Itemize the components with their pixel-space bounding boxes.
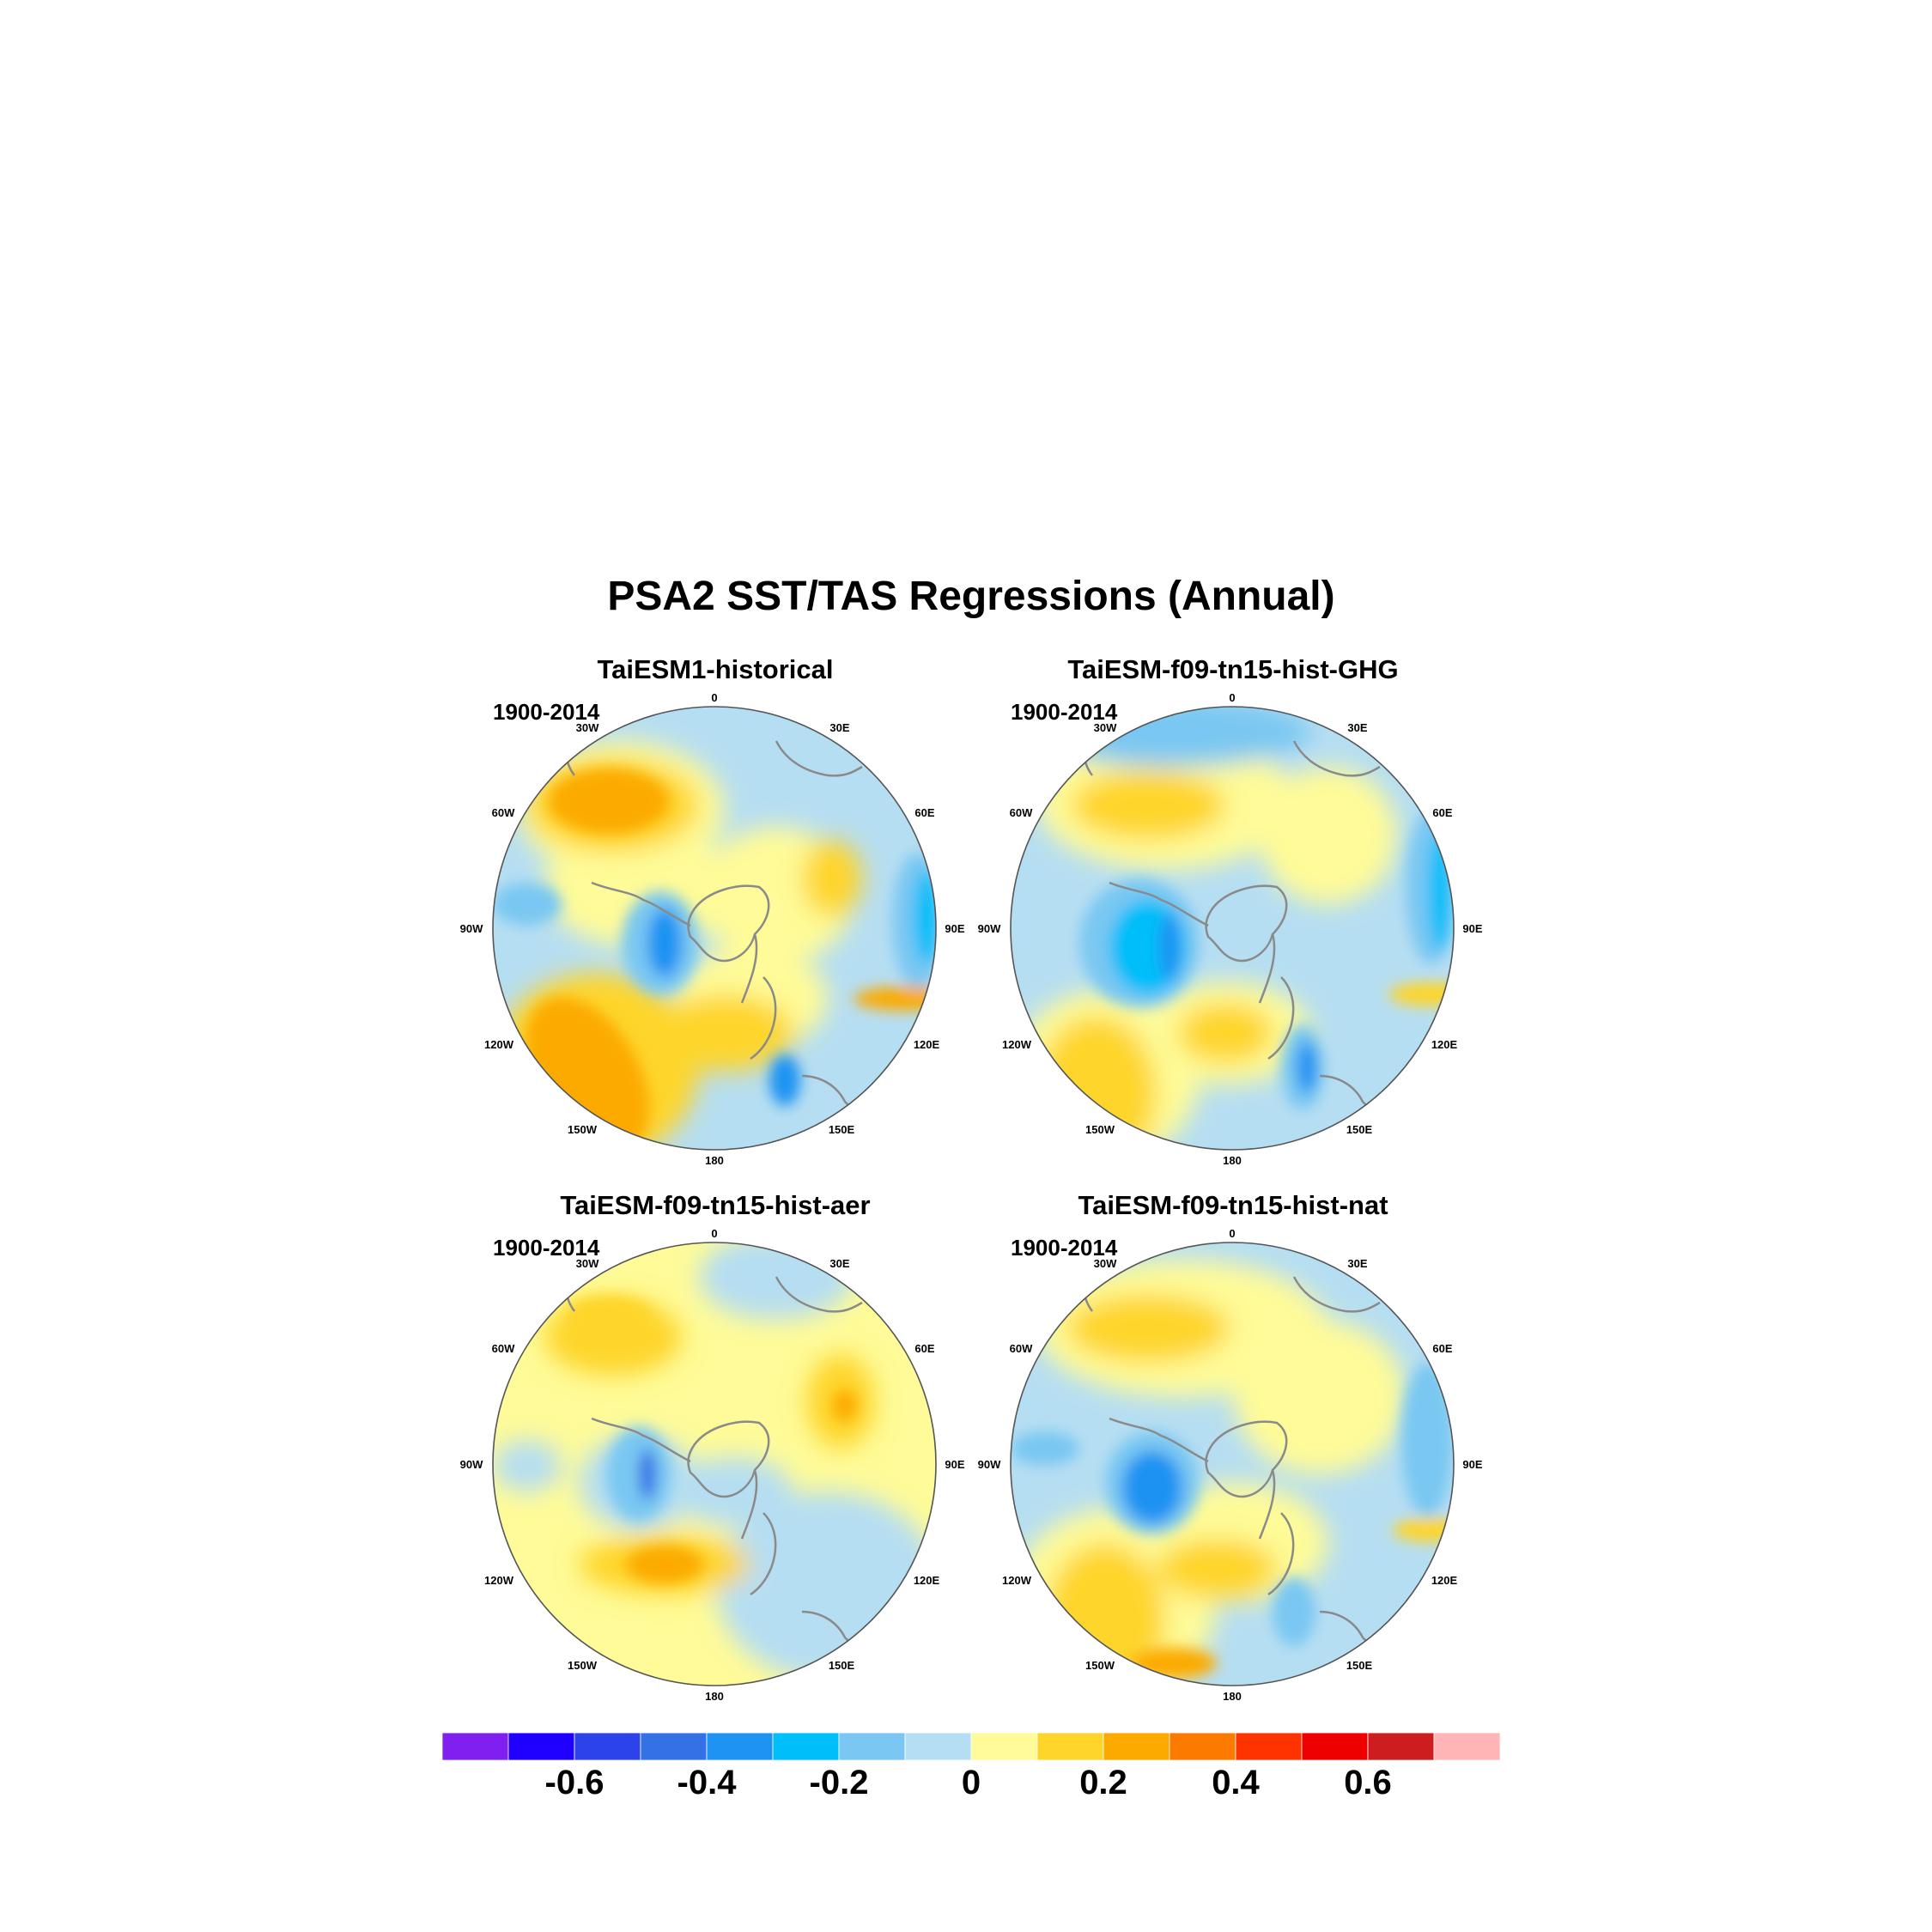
svg-text:150E: 150E [829, 1659, 855, 1672]
svg-text:60E: 60E [914, 1342, 934, 1355]
svg-text:90E: 90E [945, 922, 964, 935]
svg-text:0: 0 [1229, 1227, 1235, 1240]
colorbar-swatch [1433, 1732, 1501, 1761]
longitude-labels: 0 30E 60E 90E 120E 150E 180 150W 120W 90… [978, 691, 1483, 1167]
svg-text:30W: 30W [1094, 721, 1117, 734]
svg-text:0: 0 [711, 1227, 717, 1240]
svg-text:150W: 150W [568, 1123, 598, 1136]
svg-text:120E: 120E [914, 1574, 940, 1587]
svg-text:90E: 90E [1462, 1458, 1482, 1471]
svg-text:120W: 120W [1002, 1038, 1032, 1051]
svg-text:180: 180 [705, 1154, 724, 1167]
coastline [565, 1267, 872, 1661]
colorbar-swatch [772, 1732, 840, 1761]
svg-text:0: 0 [1229, 691, 1235, 704]
panel-title: TaiESM-f09-tn15-hist-aer [560, 1190, 870, 1220]
longitude-labels: 0 30E 60E 90E 120E 150E 180 150W 120W 90… [460, 691, 965, 1167]
colorbar-swatch [441, 1732, 509, 1761]
svg-text:30W: 30W [576, 1257, 599, 1270]
svg-text:60W: 60W [492, 1342, 515, 1355]
colorbar-tick-label: 0.4 [1212, 1764, 1260, 1801]
svg-text:150W: 150W [1085, 1659, 1115, 1672]
panel-period: 1900-2014 [1011, 699, 1118, 725]
polar-map [1010, 1242, 1455, 1686]
svg-text:60E: 60E [914, 806, 934, 819]
colorbar-swatch [1103, 1732, 1170, 1761]
svg-text:60W: 60W [492, 806, 515, 819]
svg-text:30W: 30W [576, 721, 599, 734]
colorbar-swatch [706, 1732, 774, 1761]
svg-text:180: 180 [1223, 1690, 1242, 1703]
colorbar-tick-label: -0.2 [810, 1764, 869, 1801]
svg-text:180: 180 [705, 1690, 724, 1703]
svg-text:150E: 150E [829, 1123, 855, 1136]
svg-text:120W: 120W [484, 1038, 514, 1051]
svg-text:150E: 150E [1346, 1659, 1373, 1672]
colorbar-tick-label: 0 [962, 1764, 981, 1801]
polar-map [1010, 706, 1455, 1151]
colorbar-swatch [507, 1732, 575, 1761]
svg-text:60E: 60E [1432, 1342, 1452, 1355]
colorbar-swatch [1036, 1732, 1104, 1761]
svg-text:120E: 120E [1431, 1574, 1458, 1587]
svg-text:120E: 120E [1431, 1038, 1458, 1051]
svg-text:150W: 150W [568, 1659, 598, 1672]
colorbar-swatch [1169, 1732, 1236, 1761]
panel-title: TaiESM1-historical [597, 654, 833, 684]
coastline [1083, 731, 1389, 1125]
panel-taiesm1-historical: TaiESM1-historical 1900-2014 [460, 654, 965, 1167]
colorbar-swatch [574, 1732, 641, 1761]
panel-period: 1900-2014 [493, 1235, 600, 1261]
figure-title: PSA2 SST/TAS Regressions (Annual) [607, 574, 1334, 619]
svg-text:90W: 90W [978, 1458, 1001, 1471]
svg-text:30E: 30E [829, 721, 849, 734]
svg-text:90E: 90E [1462, 922, 1482, 935]
svg-text:0: 0 [711, 691, 717, 704]
polar-map [492, 1242, 937, 1686]
svg-text:60W: 60W [1010, 1342, 1033, 1355]
panel-period: 1900-2014 [493, 699, 600, 725]
panel-title: TaiESM-f09-tn15-hist-GHG [1067, 654, 1398, 684]
colorbar-tick-label: 0.6 [1344, 1764, 1392, 1801]
svg-text:120W: 120W [484, 1574, 514, 1587]
colorbar-swatch [904, 1732, 972, 1761]
panel-title: TaiESM-f09-tn15-hist-nat [1078, 1190, 1388, 1220]
svg-text:90W: 90W [978, 922, 1001, 935]
panel-taiesm-hist-ghg: TaiESM-f09-tn15-hist-GHG 1900-2014 [978, 654, 1483, 1167]
panel-period: 1900-2014 [1011, 1235, 1118, 1261]
panel-taiesm-hist-aer: TaiESM-f09-tn15-hist-aer 1900-2014 [460, 1190, 965, 1703]
svg-text:30W: 30W [1094, 1257, 1117, 1270]
longitude-labels: 0 30E 60E 90E 120E 150E 180 150W 120W 90… [460, 1227, 965, 1703]
svg-text:180: 180 [1223, 1154, 1242, 1167]
svg-text:60E: 60E [1432, 806, 1452, 819]
colorbar-tick-label: 0.2 [1079, 1764, 1127, 1801]
svg-text:150E: 150E [1346, 1123, 1373, 1136]
longitude-labels: 0 30E 60E 90E 120E 150E 180 150W 120W 90… [978, 1227, 1483, 1703]
svg-text:90W: 90W [460, 922, 483, 935]
svg-text:30E: 30E [829, 1257, 849, 1270]
polar-map [492, 706, 937, 1151]
svg-text:60W: 60W [1010, 806, 1033, 819]
svg-text:150W: 150W [1085, 1123, 1115, 1136]
svg-text:30E: 30E [1347, 721, 1367, 734]
colorbar-swatch [1367, 1732, 1435, 1761]
panel-taiesm-hist-nat: TaiESM-f09-tn15-hist-nat 1900-2014 [978, 1190, 1483, 1703]
svg-text:120E: 120E [914, 1038, 940, 1051]
colorbar-swatch [1235, 1732, 1303, 1761]
colorbar-swatch [838, 1732, 906, 1761]
svg-text:90E: 90E [945, 1458, 964, 1471]
colorbar-swatch [640, 1732, 708, 1761]
svg-text:120W: 120W [1002, 1574, 1032, 1587]
colorbar-swatch [1301, 1732, 1369, 1761]
svg-text:30E: 30E [1347, 1257, 1367, 1270]
colorbar-tick-labels: -0.6 -0.4 -0.2 0 0.2 0.4 0.6 [545, 1764, 1392, 1801]
colorbar-swatch [970, 1732, 1038, 1761]
colorbar [441, 1732, 1501, 1761]
colorbar-tick-label: -0.6 [545, 1764, 605, 1801]
svg-text:90W: 90W [460, 1458, 483, 1471]
colorbar-tick-label: -0.4 [677, 1764, 738, 1801]
